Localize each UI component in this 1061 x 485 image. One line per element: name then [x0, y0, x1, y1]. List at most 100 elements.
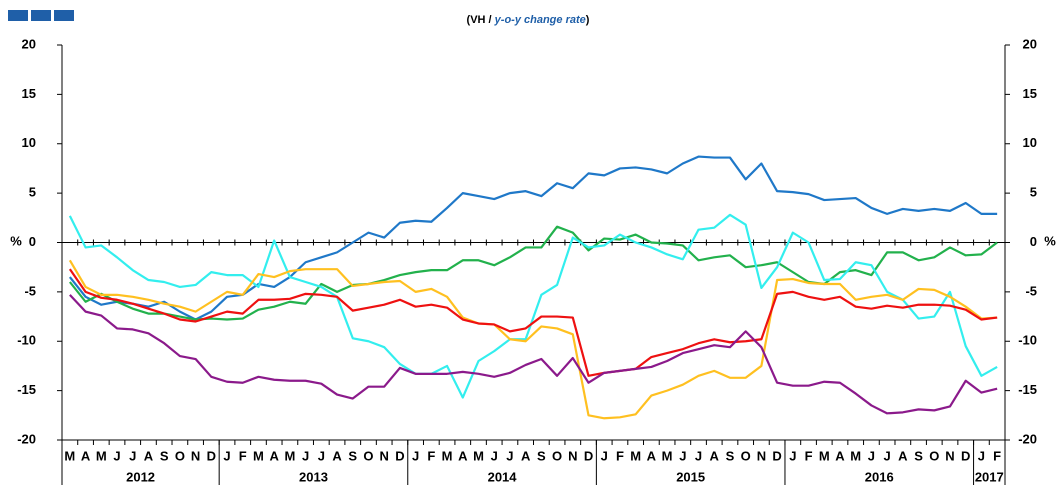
x-tick-label: F — [427, 448, 435, 463]
x-tick-label: O — [929, 448, 939, 463]
x-tick-label: A — [647, 448, 657, 463]
x-tick-label: J — [884, 448, 891, 463]
x-tick-label: N — [568, 448, 577, 463]
x-tick-label: N — [757, 448, 766, 463]
year-label: 2013 — [299, 469, 328, 484]
series-line — [68, 155, 998, 321]
x-tick-label: F — [616, 448, 624, 463]
y-tick-label: -10 — [17, 333, 36, 348]
x-tick-label: J — [223, 448, 230, 463]
x-tick-label: N — [191, 448, 200, 463]
x-tick-label: J — [302, 448, 309, 463]
x-tick-label: O — [363, 448, 373, 463]
y-tick-label: 20 — [22, 36, 36, 51]
y2-tick-label: -20 — [1018, 431, 1037, 446]
x-tick-label: M — [64, 448, 75, 463]
x-tick-label: J — [412, 448, 419, 463]
x-tick-label: J — [601, 448, 608, 463]
x-tick-label: F — [239, 448, 247, 463]
x-tick-label: S — [537, 448, 546, 463]
x-tick-label: F — [993, 448, 1001, 463]
y2-tick-label: 0 — [1030, 234, 1037, 249]
x-tick-label: J — [318, 448, 325, 463]
x-tick-label: M — [630, 448, 641, 463]
logo-block — [31, 10, 51, 21]
x-tick-label: M — [473, 448, 484, 463]
chart-title: (VH / y-o-y change rate) — [467, 14, 590, 26]
title-part: y-o-y change rate — [494, 14, 586, 26]
x-tick-label: N — [379, 448, 388, 463]
x-tick-label: A — [81, 448, 91, 463]
y-tick-label: -20 — [17, 431, 36, 446]
x-tick-label: M — [662, 448, 673, 463]
x-tick-label: M — [850, 448, 861, 463]
x-tick-label: J — [789, 448, 796, 463]
y-tick-label: -15 — [17, 382, 36, 397]
y2-tick-label: 15 — [1023, 86, 1037, 101]
x-tick-label: M — [253, 448, 264, 463]
x-tick-label: A — [458, 448, 468, 463]
title-part: (VH / — [467, 14, 495, 26]
x-tick-label: D — [395, 448, 404, 463]
year-label: 2012 — [126, 469, 155, 484]
y2-tick-label: -10 — [1018, 333, 1037, 348]
y-tick-label: -5 — [24, 283, 36, 298]
y2-tick-label: 5 — [1030, 185, 1037, 200]
x-tick-label: J — [506, 448, 513, 463]
x-tick-label: A — [898, 448, 908, 463]
x-tick-label: J — [679, 448, 686, 463]
x-tick-label: D — [961, 448, 970, 463]
x-tick-label: S — [914, 448, 923, 463]
x-tick-label: M — [96, 448, 107, 463]
y-tick-label: 10 — [22, 135, 36, 150]
y2-tick-label: 10 — [1023, 135, 1037, 150]
x-tick-label: A — [710, 448, 720, 463]
x-tick-label: A — [521, 448, 531, 463]
x-tick-label: M — [819, 448, 830, 463]
x-tick-label: J — [695, 448, 702, 463]
x-tick-label: O — [175, 448, 185, 463]
x-tick-label: J — [868, 448, 875, 463]
y-axis-label: % — [10, 233, 22, 248]
x-tick-label: D — [207, 448, 216, 463]
x-tick-label: F — [805, 448, 813, 463]
y2-axis-label: % — [1044, 233, 1056, 248]
title-part: ) — [586, 14, 590, 26]
y2-tick-label: -15 — [1018, 382, 1037, 397]
series-line — [68, 259, 998, 420]
x-tick-label: J — [113, 448, 120, 463]
x-tick-label: M — [284, 448, 295, 463]
year-label: 2014 — [488, 469, 518, 484]
x-tick-label: O — [552, 448, 562, 463]
x-tick-label: J — [129, 448, 136, 463]
x-tick-label: M — [442, 448, 453, 463]
x-tick-label: A — [269, 448, 279, 463]
year-label: 2016 — [865, 469, 894, 484]
x-tick-label: A — [835, 448, 845, 463]
y-tick-label: 15 — [22, 86, 36, 101]
series-line — [69, 294, 998, 415]
x-tick-label: J — [978, 448, 985, 463]
series-line — [68, 268, 998, 377]
x-tick-label: D — [772, 448, 781, 463]
y2-tick-label: -5 — [1025, 283, 1037, 298]
x-tick-label: S — [726, 448, 735, 463]
x-tick-label: O — [741, 448, 751, 463]
series-line — [68, 213, 998, 399]
x-tick-label: A — [332, 448, 342, 463]
series-line — [68, 225, 998, 321]
y-tick-label: 5 — [29, 185, 36, 200]
x-tick-label: S — [348, 448, 357, 463]
year-label: 2015 — [676, 469, 705, 484]
x-tick-label: J — [491, 448, 498, 463]
x-tick-label: D — [584, 448, 593, 463]
year-label: 2017 — [975, 469, 1004, 484]
x-tick-label: A — [144, 448, 154, 463]
logo-block — [8, 10, 28, 21]
logo-block — [54, 10, 74, 21]
y-tick-label: 0 — [29, 234, 36, 249]
y2-tick-label: 20 — [1023, 36, 1037, 51]
x-tick-label: S — [160, 448, 169, 463]
